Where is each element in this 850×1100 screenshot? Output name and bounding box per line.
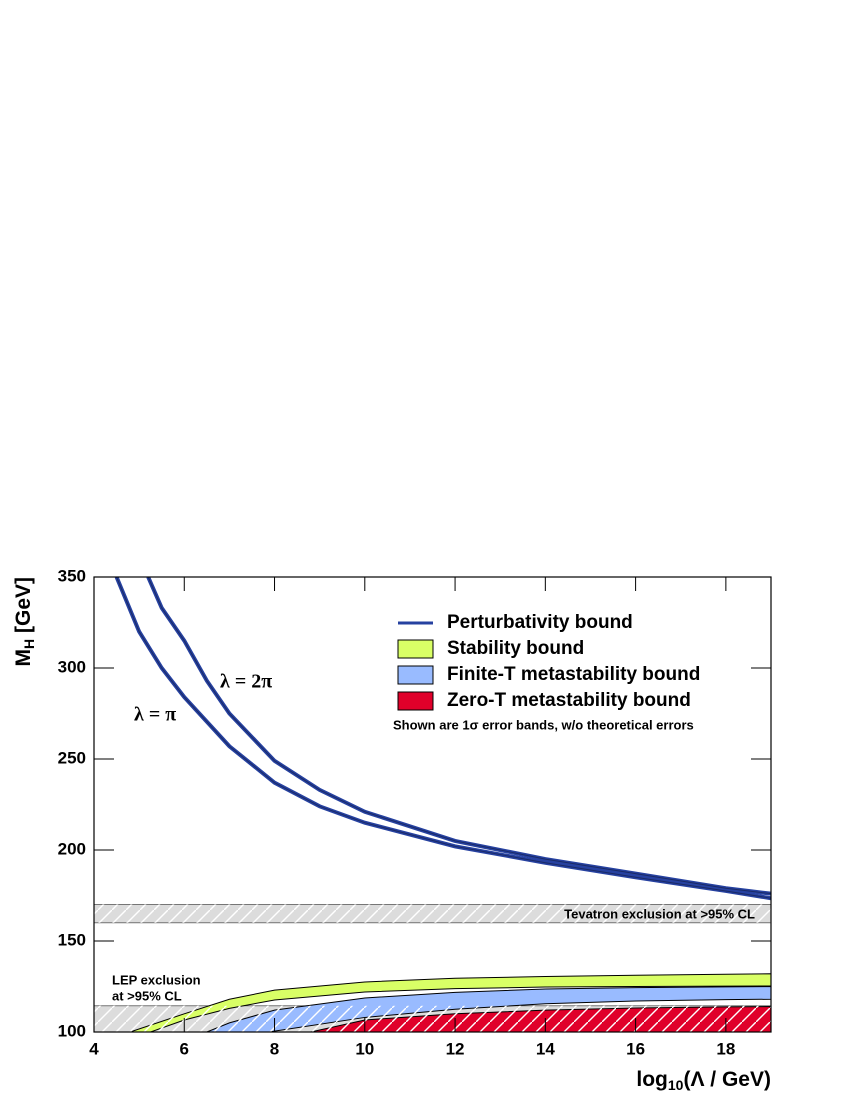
legend-label: Perturbativity bound <box>447 612 633 633</box>
x-tick-label: 16 <box>626 1039 645 1058</box>
curve <box>114 577 771 901</box>
x-axis-label-part: log <box>636 1068 668 1091</box>
y-tick-label: 200 <box>58 839 86 858</box>
region-label: LEP exclusion <box>112 972 201 987</box>
legend-swatch <box>397 665 434 685</box>
y-tick-label: 100 <box>58 1021 86 1040</box>
curve-label: λ = 2π <box>220 671 272 693</box>
x-tick-label: 18 <box>716 1039 735 1058</box>
legend-label: Finite-T metastability bound <box>447 664 700 685</box>
plot-frame <box>93 576 772 1033</box>
band <box>129 973 771 1032</box>
legend-swatch <box>397 639 434 659</box>
y-axis-label-part: [GeV] <box>12 577 35 639</box>
y-tick-label: 150 <box>58 930 86 949</box>
y-tick-label: 300 <box>58 657 86 676</box>
y-axis-label: MH [GeV] <box>12 577 37 666</box>
legend-label: Zero-T metastability bound <box>447 690 691 711</box>
y-axis-label-part: M <box>12 649 35 667</box>
plot-area <box>94 577 771 1032</box>
region-label: at >95% CL <box>112 988 182 1003</box>
x-tick-label: 8 <box>270 1039 279 1058</box>
x-tick-label: 12 <box>446 1039 465 1058</box>
legend-label: Stability bound <box>447 638 584 659</box>
legend-swatch <box>397 691 434 711</box>
x-tick-label: 6 <box>180 1039 189 1058</box>
y-axis-label-part: H <box>21 639 37 649</box>
x-axis-label-part: (Λ / GeV) <box>683 1068 771 1091</box>
legend-note: Shown are 1σ error bands, w/o theoretica… <box>393 717 694 732</box>
curve-edge <box>147 577 771 895</box>
x-tick-label: 14 <box>536 1039 555 1058</box>
hatch <box>94 1005 771 1032</box>
x-axis-label: log10(Λ / GeV) <box>636 1068 771 1093</box>
hatch <box>94 904 771 923</box>
region-label: Tevatron exclusion at >95% CL <box>564 906 755 921</box>
x-axis-label-part: 10 <box>668 1077 684 1093</box>
y-tick-label: 250 <box>58 748 86 767</box>
curve-label: λ = π <box>134 704 176 726</box>
y-tick-label: 350 <box>58 566 86 585</box>
x-tick-label: 10 <box>355 1039 374 1058</box>
x-tick-label: 4 <box>89 1039 99 1058</box>
curve-edge <box>116 577 771 899</box>
